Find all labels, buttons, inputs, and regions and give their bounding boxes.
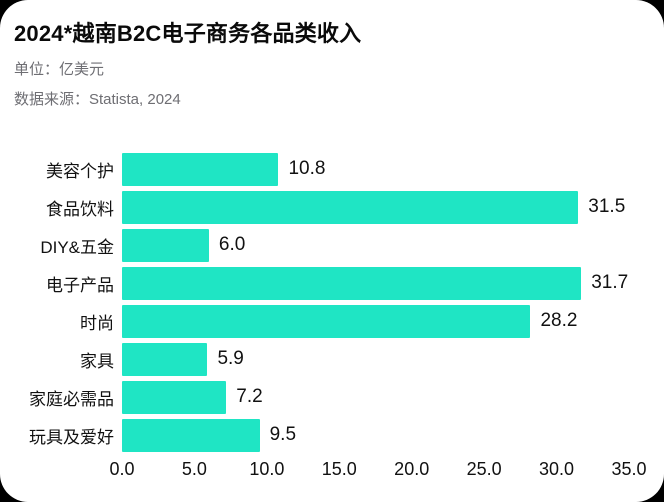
bar-row: 玩具及爱好 9.5 (0, 418, 664, 452)
bar-fill (122, 266, 582, 300)
bar-track: 31.7 (122, 266, 629, 300)
bar-row: 家具 5.9 (0, 342, 664, 376)
x-axis-tick-label: 10.0 (249, 458, 285, 479)
bar-value-label: 9.5 (269, 424, 297, 445)
bar-track: 6.0 (122, 228, 629, 262)
chart-unit-label: 单位：亿美元 (14, 60, 105, 78)
x-axis: 0.0 5.0 10.0 15.0 20.0 25.0 30.0 35.0 (109, 458, 646, 483)
bar-fill (122, 228, 209, 262)
bar-track: 9.5 (122, 418, 629, 452)
bar-value-label: 28.2 (540, 310, 578, 331)
bar-track: 5.9 (122, 342, 629, 376)
chart-header: 2024*越南B2C电子商务各品类收入 单位：亿美元 数据来源：Statista… (0, 0, 664, 109)
bar-row: 时尚 28.2 (0, 304, 664, 338)
category-label: 美容个护 (46, 161, 114, 181)
chart-title: 2024*越南B2C电子商务各品类收入 (14, 21, 362, 46)
category-label: 时尚 (80, 313, 114, 333)
category-label: 食品饮料 (46, 199, 114, 219)
x-axis-tick-label: 20.0 (394, 458, 430, 479)
category-label: 电子产品 (46, 275, 114, 295)
bar-fill (122, 380, 227, 414)
bar-fill (122, 190, 579, 224)
bar-value-label: 31.7 (591, 272, 629, 293)
x-axis-tick-label: 35.0 (611, 458, 647, 479)
bar-row: 家庭必需品 7.2 (0, 380, 664, 414)
x-axis-tick-label: 5.0 (181, 458, 207, 479)
category-label: DIY&五金 (40, 237, 114, 257)
chart-source-label: 数据来源：Statista, 2024 (14, 90, 181, 108)
x-axis-tick-label: 0.0 (109, 458, 135, 479)
category-label: 玩具及爱好 (29, 427, 114, 447)
bar-fill (122, 152, 279, 186)
bar-row: 食品饮料 31.5 (0, 190, 664, 224)
category-label: 家庭必需品 (29, 389, 114, 409)
x-axis-tick-label: 30.0 (539, 458, 575, 479)
bar-value-label: 5.9 (217, 348, 244, 369)
bar-row: 电子产品 31.7 (0, 266, 664, 300)
bar-fill (122, 304, 531, 338)
bar-track: 28.2 (122, 304, 629, 338)
category-label: 家具 (80, 351, 114, 371)
bar-value-label: 31.5 (588, 196, 626, 217)
bar-track: 10.8 (122, 152, 629, 186)
bar-value-label: 7.2 (236, 386, 263, 407)
bar-row: DIY&五金 6.0 (0, 228, 664, 262)
bar-chart: 美容个护 10.8 食品饮料 31.5 DIY&五金 6.0 电子产品 31.7 时尚 28.2 家… (0, 152, 664, 483)
bar-rows: 美容个护 10.8 食品饮料 31.5 DIY&五金 6.0 电子产品 31.7 时尚 28.2 家… (0, 152, 664, 452)
bar-value-label: 6.0 (218, 234, 246, 255)
bar-track: 31.5 (122, 190, 629, 224)
bar-row: 美容个护 10.8 (0, 152, 664, 186)
bar-value-label: 10.8 (288, 158, 326, 179)
x-axis-tick-label: 15.0 (321, 458, 357, 479)
bar-fill (122, 418, 260, 452)
bar-fill (122, 342, 208, 376)
x-axis-tick-label: 25.0 (466, 458, 502, 479)
bar-track: 7.2 (122, 380, 629, 414)
